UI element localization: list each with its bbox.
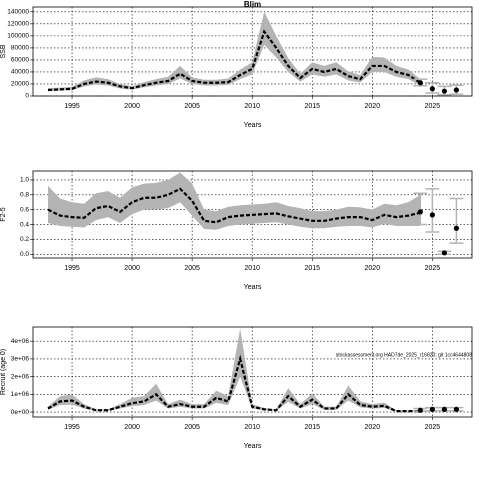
y-tick-label: 120000 bbox=[7, 21, 29, 28]
y-tick-label: 0.8 bbox=[20, 192, 29, 199]
projection-point bbox=[441, 88, 447, 94]
estimate-line bbox=[47, 29, 421, 92]
y-tick-label: 0e+00 bbox=[11, 409, 30, 416]
confidence-band bbox=[48, 172, 421, 230]
x-tick-label: 2020 bbox=[365, 103, 381, 110]
x-tick-label: 2025 bbox=[425, 265, 441, 272]
y-tick-label: 1.0 bbox=[20, 177, 29, 184]
estimate-line bbox=[47, 354, 421, 413]
x-tick-label: 1995 bbox=[64, 424, 80, 431]
y-axis-label: Recruit (age 0) bbox=[0, 349, 7, 395]
projection-point bbox=[429, 406, 435, 412]
x-tick-label: 2005 bbox=[184, 424, 200, 431]
x-tick-label: 2025 bbox=[425, 424, 441, 431]
y-tick-label: 140000 bbox=[7, 9, 29, 16]
x-tick-label: 2025 bbox=[425, 103, 441, 110]
x-tick-label: 2005 bbox=[184, 103, 200, 110]
projection-point bbox=[429, 212, 435, 218]
x-tick-label: 2015 bbox=[304, 265, 320, 272]
y-tick-label: 0.4 bbox=[20, 221, 29, 228]
x-tick-label: 2015 bbox=[304, 103, 320, 110]
projection-point bbox=[429, 86, 435, 92]
estimate-line bbox=[47, 187, 421, 224]
y-tick-label: 4e+06 bbox=[11, 338, 30, 345]
annotation: stockassessment.org HAD7de_2025_r16820; … bbox=[336, 352, 472, 358]
x-axis-label: Years bbox=[244, 122, 262, 129]
y-tick-label: 20000 bbox=[11, 81, 29, 88]
y-tick-label: 1e+06 bbox=[11, 391, 30, 398]
y-tick-label: 3e+06 bbox=[11, 356, 30, 363]
x-tick-label: 2010 bbox=[244, 265, 260, 272]
confidence-band bbox=[48, 328, 421, 412]
projection-point bbox=[441, 250, 447, 256]
y-axis-label: SSB bbox=[0, 44, 7, 58]
x-tick-label: 2010 bbox=[244, 424, 260, 431]
y-tick-label: 40000 bbox=[11, 69, 29, 76]
projection-point bbox=[417, 407, 423, 413]
x-tick-label: 1995 bbox=[64, 265, 80, 272]
x-tick-label: 2010 bbox=[244, 103, 260, 110]
x-tick-label: 2015 bbox=[304, 424, 320, 431]
x-axis-label: Years bbox=[244, 284, 262, 291]
x-tick-label: 2000 bbox=[124, 265, 140, 272]
y-tick-label: 80000 bbox=[11, 45, 29, 52]
plot-frame bbox=[32, 170, 473, 259]
x-tick-label: 2020 bbox=[365, 424, 381, 431]
x-axis-label: Years bbox=[244, 443, 262, 450]
projection-point bbox=[417, 209, 423, 215]
chart-title: Blim bbox=[244, 0, 261, 9]
y-tick-label: 100000 bbox=[7, 33, 29, 40]
x-tick-label: 2005 bbox=[184, 265, 200, 272]
x-tick-label: 2000 bbox=[124, 103, 140, 110]
y-tick-label: 2e+06 bbox=[11, 373, 30, 380]
projection-point bbox=[441, 406, 447, 412]
y-tick-label: 0 bbox=[25, 93, 29, 100]
projection-point bbox=[453, 225, 459, 231]
y-tick-label: 0.2 bbox=[20, 236, 29, 243]
x-tick-label: 2000 bbox=[124, 424, 140, 431]
projection-point bbox=[453, 87, 459, 93]
y-tick-label: 60000 bbox=[11, 57, 29, 64]
projection-point bbox=[417, 80, 423, 86]
y-tick-label: 0.6 bbox=[20, 206, 29, 213]
plot-frame bbox=[32, 6, 473, 97]
y-tick-label: 0.0 bbox=[20, 251, 29, 258]
plot-frame bbox=[32, 326, 473, 418]
y-axis-label: F2-5 bbox=[0, 207, 7, 222]
projection-point bbox=[453, 406, 459, 412]
x-tick-label: 2020 bbox=[365, 265, 381, 272]
x-tick-label: 1995 bbox=[64, 103, 80, 110]
